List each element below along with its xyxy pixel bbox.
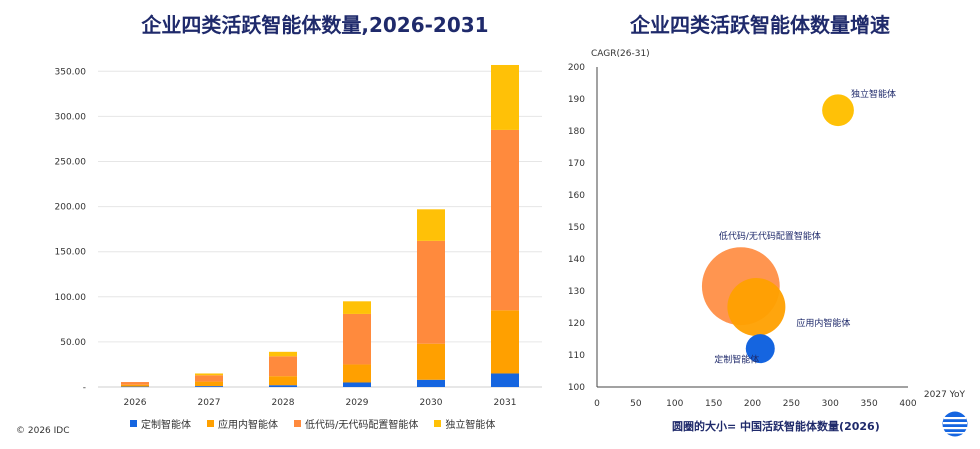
bar-series-3-2031: [491, 64, 519, 130]
bar-y-tick-label: 50.00: [60, 338, 86, 348]
legend-swatch-lowcode: [294, 420, 301, 427]
bar-y-tick-label: 350.00: [55, 67, 87, 77]
legend-item-standalone: 独立智能体: [434, 416, 495, 431]
bubble-label: 应用内智能体: [796, 317, 850, 329]
bubble-y-tick-label: 170: [568, 159, 585, 169]
bar-series-0-2029: [343, 382, 371, 387]
bar-x-tick-label: 2029: [346, 398, 369, 408]
bar-series-2-2026: [121, 382, 149, 385]
bar-legend: 定制智能体 应用内智能体 低代码/无代码配置智能体 独立智能体: [130, 416, 495, 431]
bar-series-1-2027: [195, 381, 223, 387]
bar-series-0-2030: [417, 379, 445, 387]
bar-series-1-2026: [121, 384, 149, 387]
bar-y-tick-label: 100.00: [55, 293, 87, 303]
bubble-label: 定制智能体: [714, 354, 759, 366]
bubble-y-tick-label: 150: [568, 223, 585, 233]
bubble-x-tick-label: 300: [822, 399, 839, 409]
bar-series-3-2028: [269, 351, 297, 357]
bar-y-tick-label: 300.00: [55, 112, 87, 122]
legend-label-standalone: 独立智能体: [445, 420, 496, 431]
legend-item-inapp: 应用内智能体: [207, 416, 278, 431]
bar-chart: - 50.00 100.00 150.00 200.00 250.00 300.00 350.…: [55, 64, 542, 408]
bubble-x-tick-label: 250: [783, 399, 800, 409]
bar-x-tick-label: 2026: [124, 398, 147, 408]
bar-y-tick-label: 150.00: [55, 248, 87, 258]
bubble-y-tick-label: 190: [568, 95, 585, 105]
bar-series-3-2029: [343, 301, 371, 314]
bubble-x-tick-label: 200: [744, 399, 761, 409]
legend-swatch-inapp: [207, 420, 214, 427]
copyright: © 2026 IDC: [16, 426, 70, 436]
bar-series-3-2030: [417, 209, 445, 241]
legend-label-custom: 定制智能体: [141, 420, 191, 431]
bar-chart-title: 企业四类活跃智能体数量,2026-2031: [141, 13, 489, 37]
legend-item-custom: 定制智能体: [130, 416, 191, 431]
bubble-x-tick-label: 100: [666, 399, 683, 409]
legend-label-inapp: 应用内智能体: [218, 420, 278, 431]
bubble-x-tick-label: 0: [594, 399, 600, 409]
bar-x-tick-label: 2027: [198, 398, 221, 408]
bubble-label: 独立智能体: [851, 88, 896, 100]
bubble-label: 低代码/无代码配置智能体: [719, 230, 821, 242]
bar-series-2-2028: [269, 356, 297, 377]
bar-series-2-2029: [343, 313, 371, 365]
bubble-y-tick-label: 120: [568, 319, 585, 329]
bubble-size-caption: 圆圈的大小= 中国活跃智能体数量(2026): [672, 420, 880, 433]
bubble-series-3: [822, 94, 854, 127]
bubble-x-tick-label: 150: [705, 399, 722, 409]
bubble-y-tick-label: 130: [568, 287, 585, 297]
legend-swatch-standalone: [434, 420, 442, 427]
bubble-y-tick-label: 140: [568, 255, 585, 265]
bar-x-tick-label: 2030: [420, 398, 443, 408]
bubble-x-tick-label: 50: [630, 399, 642, 409]
bar-series-0-2028: [269, 385, 297, 387]
bar-series-1-2029: [343, 364, 371, 383]
legend-item-lowcode: 低代码/无代码配置智能体: [294, 416, 418, 431]
bar-y-tick-label: 200.00: [55, 203, 87, 213]
bar-series-2-2030: [417, 240, 445, 344]
legend-label-lowcode: 低代码/无代码配置智能体: [305, 420, 419, 431]
bubble-y-tick-label: 110: [568, 351, 585, 361]
bubble-y-tick-label: 200: [568, 63, 585, 73]
bar-y-tick-label: -: [83, 383, 86, 393]
bubble-series-0: [745, 334, 775, 364]
bar-y-tick-label: 250.00: [55, 158, 87, 168]
bubble-x-tick-label: 400: [899, 399, 916, 409]
bar-series-0-2027: [195, 386, 223, 387]
idc-logo-icon: [942, 411, 968, 437]
bubble-series-1: [727, 278, 786, 336]
bubble-y-tick-label: 160: [568, 191, 585, 201]
bubble-chart-title: 企业四类活跃智能体数量增速: [630, 13, 890, 37]
bar-x-tick-label: 2028: [272, 398, 295, 408]
bar-series-2-2027: [195, 375, 223, 382]
bar-series-0-2031: [491, 373, 519, 387]
bar-series-3-2027: [195, 373, 223, 376]
bubble-x-axis-label: 2027 YoY: [924, 390, 966, 400]
bubble-y-tick-label: 100: [568, 383, 585, 393]
bar-series-1-2028: [269, 376, 297, 386]
bar-series-1-2031: [491, 310, 519, 374]
legend-swatch-custom: [130, 420, 137, 427]
bar-series-0-2026: [121, 386, 149, 388]
bar-x-tick-label: 2031: [494, 398, 517, 408]
bar-series-2-2031: [491, 129, 519, 311]
bar-series-1-2030: [417, 343, 445, 380]
bubble-y-axis-label: CAGR(26-31): [591, 49, 650, 59]
bubble-x-tick-label: 350: [861, 399, 878, 409]
bubble-y-tick-label: 180: [568, 127, 585, 137]
